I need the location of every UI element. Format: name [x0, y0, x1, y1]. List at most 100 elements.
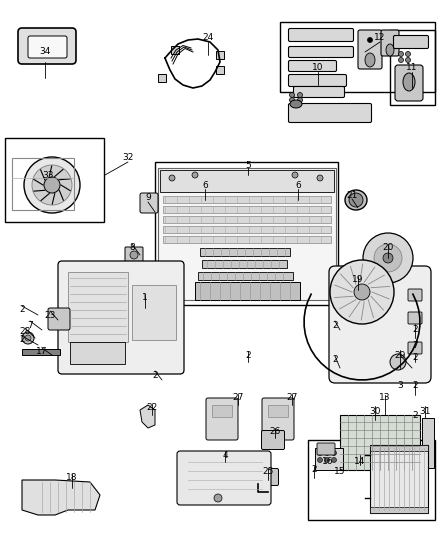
Text: 2: 2 [19, 305, 25, 314]
Text: 23: 23 [44, 311, 56, 319]
FancyBboxPatch shape [408, 289, 422, 301]
FancyBboxPatch shape [206, 398, 238, 440]
Ellipse shape [386, 44, 394, 56]
Text: 2: 2 [245, 351, 251, 359]
Circle shape [332, 457, 336, 463]
FancyBboxPatch shape [289, 103, 371, 123]
Circle shape [22, 332, 34, 344]
Circle shape [292, 172, 298, 178]
Text: 9: 9 [145, 193, 151, 203]
Bar [155, 162, 338, 305]
Bar [216, 51, 224, 59]
Bar [422, 418, 434, 468]
Bar [315, 448, 343, 470]
Bar [163, 216, 331, 223]
Ellipse shape [403, 73, 415, 91]
Circle shape [297, 98, 303, 102]
Bar [212, 405, 232, 417]
Bar [163, 196, 331, 203]
Text: 5: 5 [245, 160, 251, 169]
Circle shape [383, 253, 393, 263]
Text: 14: 14 [354, 457, 366, 466]
FancyBboxPatch shape [18, 28, 76, 64]
Bar [370, 445, 428, 513]
Bar [202, 260, 287, 268]
Text: 27: 27 [286, 393, 298, 402]
Bar [12, 158, 74, 210]
Circle shape [44, 177, 60, 193]
Circle shape [297, 93, 303, 98]
Circle shape [363, 233, 413, 283]
Text: 31: 31 [419, 408, 431, 416]
FancyBboxPatch shape [358, 30, 382, 69]
Text: 2: 2 [19, 335, 25, 344]
Text: 7: 7 [27, 320, 33, 329]
Circle shape [25, 335, 31, 341]
Bar [171, 46, 179, 54]
FancyBboxPatch shape [408, 312, 422, 324]
Text: 1: 1 [142, 294, 148, 303]
Text: 16: 16 [322, 457, 334, 466]
Bar [132, 285, 176, 340]
Bar [280, 22, 435, 92]
Text: 6: 6 [202, 181, 208, 190]
FancyBboxPatch shape [293, 86, 345, 98]
Bar [308, 440, 435, 520]
Polygon shape [140, 405, 155, 428]
Ellipse shape [365, 53, 375, 67]
FancyBboxPatch shape [289, 28, 353, 42]
Polygon shape [22, 480, 100, 515]
Text: 12: 12 [374, 34, 386, 43]
Text: 27: 27 [232, 393, 244, 402]
Bar [370, 507, 428, 513]
FancyBboxPatch shape [317, 443, 335, 455]
Circle shape [169, 175, 175, 181]
Text: 34: 34 [39, 47, 51, 56]
Text: 13: 13 [379, 393, 391, 402]
Text: 19: 19 [352, 276, 364, 285]
Text: 20: 20 [382, 244, 394, 253]
FancyBboxPatch shape [329, 266, 431, 383]
Text: 10: 10 [312, 63, 324, 72]
FancyBboxPatch shape [289, 61, 336, 71]
Circle shape [406, 58, 410, 62]
FancyBboxPatch shape [262, 398, 294, 440]
Circle shape [325, 450, 329, 456]
Circle shape [349, 193, 363, 207]
Circle shape [130, 251, 138, 259]
Ellipse shape [345, 190, 367, 210]
Bar [163, 206, 331, 213]
Circle shape [317, 175, 323, 181]
Bar [160, 170, 334, 192]
Text: 6: 6 [295, 181, 301, 190]
Text: 2: 2 [311, 465, 317, 474]
Circle shape [24, 157, 80, 213]
FancyBboxPatch shape [289, 46, 353, 58]
Text: 26: 26 [269, 427, 281, 437]
Text: 3: 3 [397, 381, 403, 390]
Circle shape [367, 37, 372, 43]
Circle shape [399, 58, 403, 62]
Text: 2: 2 [332, 320, 338, 329]
Text: 24: 24 [202, 34, 214, 43]
Text: 8: 8 [129, 244, 135, 253]
FancyBboxPatch shape [140, 193, 158, 213]
Text: 2: 2 [412, 410, 418, 419]
Bar [163, 236, 331, 243]
Text: 25: 25 [262, 467, 274, 477]
Circle shape [325, 457, 329, 463]
Text: 11: 11 [406, 63, 418, 72]
Text: 15: 15 [334, 467, 346, 477]
Circle shape [214, 494, 222, 502]
Circle shape [390, 354, 406, 370]
Bar [5, 138, 104, 222]
Text: 30: 30 [369, 408, 381, 416]
Bar [68, 272, 128, 342]
Bar [198, 272, 293, 280]
Circle shape [290, 93, 294, 98]
FancyBboxPatch shape [28, 36, 67, 58]
FancyBboxPatch shape [158, 168, 336, 300]
Bar [268, 405, 288, 417]
Bar [163, 226, 331, 233]
Text: 17: 17 [36, 348, 48, 357]
